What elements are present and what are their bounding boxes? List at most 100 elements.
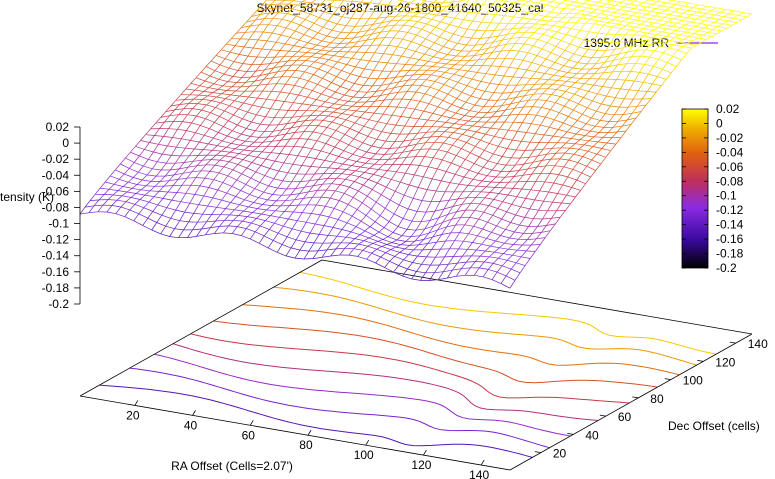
mesh-segment: [182, 114, 188, 122]
mesh-segment: [560, 96, 570, 101]
mesh-segment: [600, 157, 607, 165]
mesh-segment: [408, 254, 418, 257]
mesh-segment: [363, 125, 374, 130]
mesh-segment: [591, 50, 598, 58]
mesh-segment: [606, 95, 616, 99]
mesh-segment: [353, 35, 363, 39]
mesh-segment: [565, 34, 576, 38]
mesh-segment: [176, 185, 183, 193]
mesh-segment: [559, 8, 565, 14]
mesh-segment: [441, 66, 451, 69]
mesh-segment: [236, 133, 242, 140]
mesh-segment: [396, 98, 403, 108]
mesh-segment: [237, 70, 247, 72]
mesh-segment: [406, 229, 417, 231]
mesh-segment: [494, 135, 504, 139]
mesh-segment: [330, 130, 337, 137]
mesh-segment: [632, 12, 638, 16]
mesh-segment: [395, 246, 405, 250]
mesh-segment: [273, 129, 283, 132]
mesh-segment: [479, 98, 489, 101]
mesh-segment: [550, 102, 556, 110]
mesh-segment: [535, 180, 545, 183]
mesh-segment: [436, 120, 446, 123]
mesh-segment: [467, 125, 473, 131]
mesh-segment: [179, 99, 186, 105]
mesh-segment: [495, 115, 501, 123]
mesh-segment: [285, 194, 291, 201]
mesh-segment: [568, 8, 574, 14]
mesh-segment: [319, 57, 329, 61]
mesh-segment: [158, 191, 168, 193]
mesh-segment: [135, 189, 142, 194]
mesh-segment: [312, 250, 319, 259]
mesh-segment: [579, 23, 586, 31]
mesh-segment: [326, 189, 336, 192]
mesh-segment: [369, 0, 373, 4]
mesh-segment: [207, 92, 213, 97]
mesh-segment: [585, 135, 595, 138]
mesh-segment: [511, 196, 518, 205]
mesh-segment: [293, 94, 299, 103]
mesh-segment: [153, 144, 159, 153]
mesh-segment: [331, 235, 338, 244]
mesh-segment: [696, 41, 702, 46]
mesh-segment: [303, 34, 314, 39]
mesh-segment: [197, 149, 204, 156]
mesh-segment: [228, 220, 234, 227]
mesh-segment: [569, 4, 579, 7]
mesh-segment: [558, 65, 565, 71]
mesh-segment: [311, 148, 321, 152]
mesh-segment: [224, 155, 235, 158]
mesh-segment: [129, 168, 139, 173]
mesh-segment: [114, 183, 124, 187]
mesh-segment: [468, 116, 474, 122]
mesh-segment: [419, 165, 429, 168]
mesh-segment: [291, 60, 298, 66]
mesh-segment: [424, 93, 435, 98]
mesh-segment: [318, 111, 325, 116]
mesh-segment: [395, 244, 401, 248]
mesh-segment: [385, 249, 391, 253]
mesh-segment: [559, 152, 566, 160]
mesh-segment: [349, 238, 356, 244]
mesh-segment: [483, 52, 493, 55]
mesh-segment: [661, 28, 668, 33]
mesh-segment: [370, 158, 380, 160]
mesh-segment: [686, 47, 692, 54]
mesh-segment: [474, 209, 484, 213]
mesh-segment: [191, 170, 202, 173]
mesh-segment: [432, 229, 439, 238]
mesh-segment: [228, 157, 235, 162]
mesh-segment: [549, 119, 555, 128]
mesh-segment: [714, 11, 721, 16]
mesh-segment: [376, 89, 386, 92]
mesh-segment: [261, 146, 268, 153]
mesh-segment: [574, 36, 585, 41]
mesh-segment: [298, 34, 305, 41]
mesh-segment: [385, 208, 395, 215]
mesh-segment: [305, 213, 312, 223]
mesh-segment: [405, 236, 412, 242]
mesh-segment: [543, 191, 550, 202]
z-tick-label: -0.1: [48, 217, 69, 231]
mesh-segment: [427, 157, 434, 167]
mesh-segment: [630, 19, 637, 24]
mesh-segment: [450, 5, 457, 12]
mesh-segment: [416, 34, 426, 40]
mesh-segment: [218, 132, 228, 137]
mesh-segment: [199, 85, 209, 89]
mesh-segment: [474, 163, 484, 168]
mesh-segment: [562, 76, 572, 78]
mesh-segment: [371, 145, 381, 149]
mesh-segment: [295, 186, 305, 189]
mesh-segment: [215, 219, 225, 222]
mesh-segment: [367, 189, 373, 197]
mesh-segment: [433, 0, 438, 3]
mesh-segment: [255, 123, 261, 132]
mesh-segment: [144, 142, 150, 150]
mesh-segment: [475, 38, 481, 46]
mesh-segment: [164, 169, 171, 177]
mesh-segment: [427, 69, 437, 72]
mesh-segment: [429, 279, 439, 281]
